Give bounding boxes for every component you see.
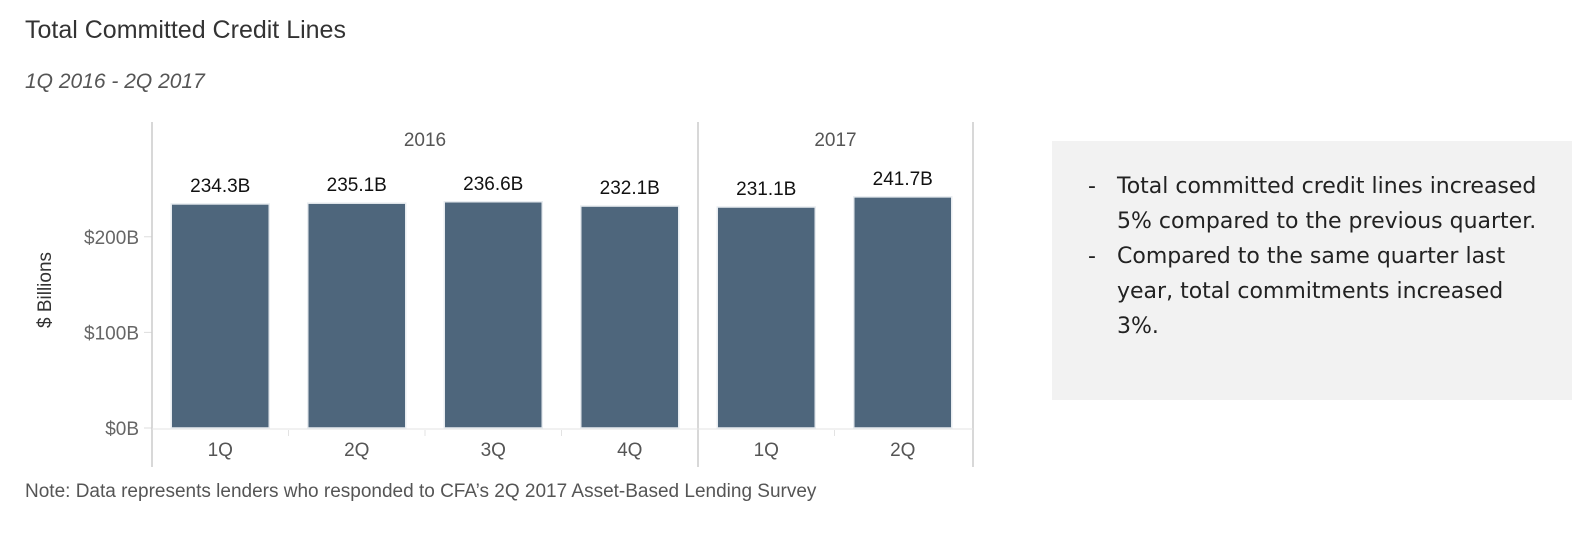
bar <box>170 203 270 429</box>
bar <box>443 201 543 429</box>
y-tick-label: $0B <box>105 419 139 440</box>
summary-callout: - Total committed credit lines increased… <box>1052 141 1572 400</box>
summary-item: - Total committed credit lines increased… <box>1088 169 1548 239</box>
group-header-label: 2017 <box>814 130 856 151</box>
summary-item: - Compared to the same quarter last year… <box>1088 239 1548 344</box>
chart-title: Total Committed Credit Lines <box>25 16 346 44</box>
bar-data-label: 231.1B <box>736 179 796 200</box>
bullet-dash: - <box>1088 174 1096 199</box>
y-tick-label: $200B <box>84 228 139 249</box>
bar <box>307 202 407 429</box>
summary-item-text: Compared to the same quarter last year, … <box>1117 244 1506 339</box>
x-tick-label: 3Q <box>481 440 506 461</box>
x-tick-label: 2Q <box>344 440 369 461</box>
x-tick-label: 1Q <box>754 440 779 461</box>
y-axis-label: $ Billions <box>35 252 56 328</box>
bar <box>853 196 953 429</box>
bar-data-label: 234.3B <box>190 176 250 197</box>
bar-data-label: 241.7B <box>873 169 933 190</box>
bar-data-label: 232.1B <box>600 178 660 199</box>
group-header-label: 2016 <box>404 130 446 151</box>
chart-subtitle: 1Q 2016 - 2Q 2017 <box>25 70 205 93</box>
summary-list: - Total committed credit lines increased… <box>1088 169 1548 344</box>
bar-data-label: 236.6B <box>463 174 523 195</box>
x-tick-label: 4Q <box>617 440 642 461</box>
x-tick-label: 1Q <box>208 440 233 461</box>
bar <box>716 206 816 429</box>
summary-item-text: Total committed credit lines increased 5… <box>1117 174 1537 234</box>
footnote: Note: Data represents lenders who respon… <box>25 481 817 502</box>
bar-chart: $0B $100B $200B $ Billions 2016 234.3B 1Q 235.1… <box>35 122 974 467</box>
bar <box>580 205 680 429</box>
y-tick-label: $100B <box>84 323 139 344</box>
x-tick-label: 2Q <box>890 440 915 461</box>
bullet-dash: - <box>1088 244 1096 269</box>
bar-data-label: 235.1B <box>327 175 387 196</box>
